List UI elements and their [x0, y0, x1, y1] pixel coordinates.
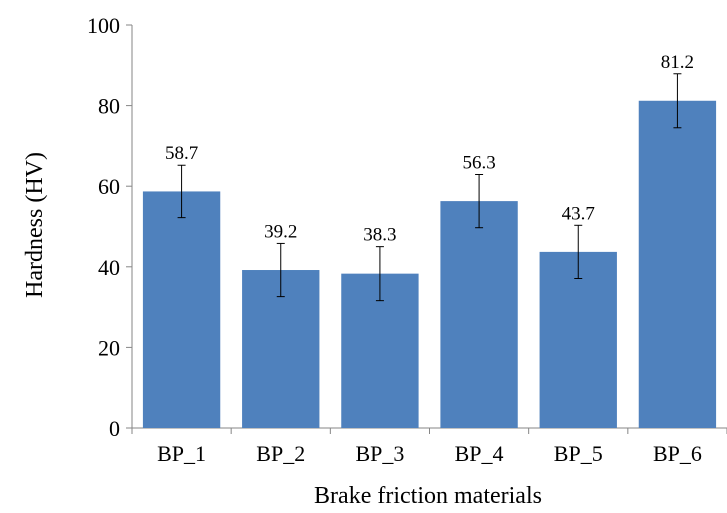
y-tick-label: 40	[98, 255, 120, 280]
y-tick-label: 80	[98, 94, 120, 119]
y-axis-title: Hardness (HV)	[22, 152, 48, 298]
x-tick-label: BP_6	[653, 441, 702, 466]
bar-bp-4	[440, 201, 518, 428]
x-tick-label: BP_1	[157, 441, 206, 466]
x-tick-label: BP_2	[256, 441, 305, 466]
bar-bp-5	[539, 251, 617, 428]
y-tick-label: 60	[98, 174, 120, 199]
data-label: 81.2	[661, 52, 694, 73]
data-label: 38.3	[363, 225, 396, 246]
y-tick-label: 20	[98, 335, 120, 360]
x-tick-label: BP_4	[455, 441, 504, 466]
y-tick-label: 0	[109, 416, 120, 441]
bar-bp-1	[142, 191, 221, 428]
data-label: 39.2	[264, 221, 297, 242]
x-tick-label: BP_5	[554, 441, 603, 466]
x-tick-label: BP_3	[355, 441, 404, 466]
bar-bp-6	[638, 100, 717, 428]
plot-area: 0 20 40 60 80 100 58.7 BP_1 39.2 BP_2 38.3 BP_3 56.3…	[87, 13, 727, 466]
data-label: 58.7	[165, 143, 198, 164]
x-axis-title: Brake friction materials	[314, 483, 542, 509]
data-label: 43.7	[562, 203, 595, 224]
y-tick-label: 100	[87, 13, 120, 38]
data-label: 56.3	[462, 153, 495, 174]
